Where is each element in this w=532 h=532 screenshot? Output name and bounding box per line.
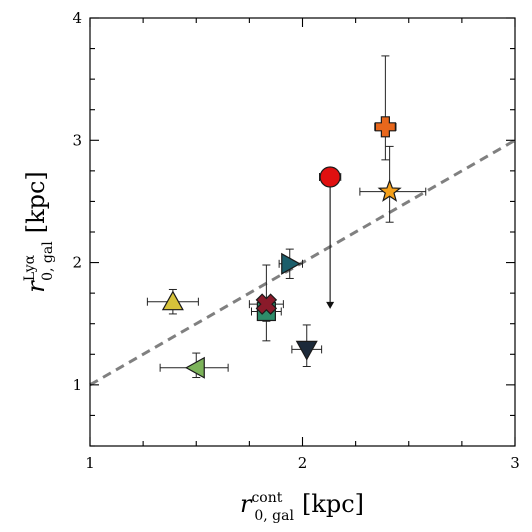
x-tick-label: 3 xyxy=(510,454,520,472)
triangle-up-marker xyxy=(161,290,184,311)
upper-limit-arrow xyxy=(326,301,335,309)
y-tick-label: 2 xyxy=(72,254,82,272)
x-axis-label: rcont 0, gal [kpc] xyxy=(240,490,364,524)
x-marker-shape xyxy=(255,293,278,315)
plot-area xyxy=(90,18,515,446)
star-marker xyxy=(377,178,402,202)
plus-marker xyxy=(374,116,396,138)
plot-frame xyxy=(89,17,516,447)
y-tick-label: 1 xyxy=(72,376,82,394)
y-tick-label: 4 xyxy=(72,9,82,27)
triangle-right-marker xyxy=(281,252,301,275)
x-tick-label: 1 xyxy=(85,454,95,472)
marker-layer xyxy=(161,116,402,379)
x-marker xyxy=(255,293,278,315)
x-tick-label: 2 xyxy=(298,454,308,472)
triangle-down-marker xyxy=(295,340,318,361)
y-tick-label: 3 xyxy=(72,131,82,149)
circle-marker xyxy=(319,166,341,188)
triangle-left-marker xyxy=(185,356,205,379)
y-axis-label: rLyα 0, gal[kpc] xyxy=(22,171,56,293)
